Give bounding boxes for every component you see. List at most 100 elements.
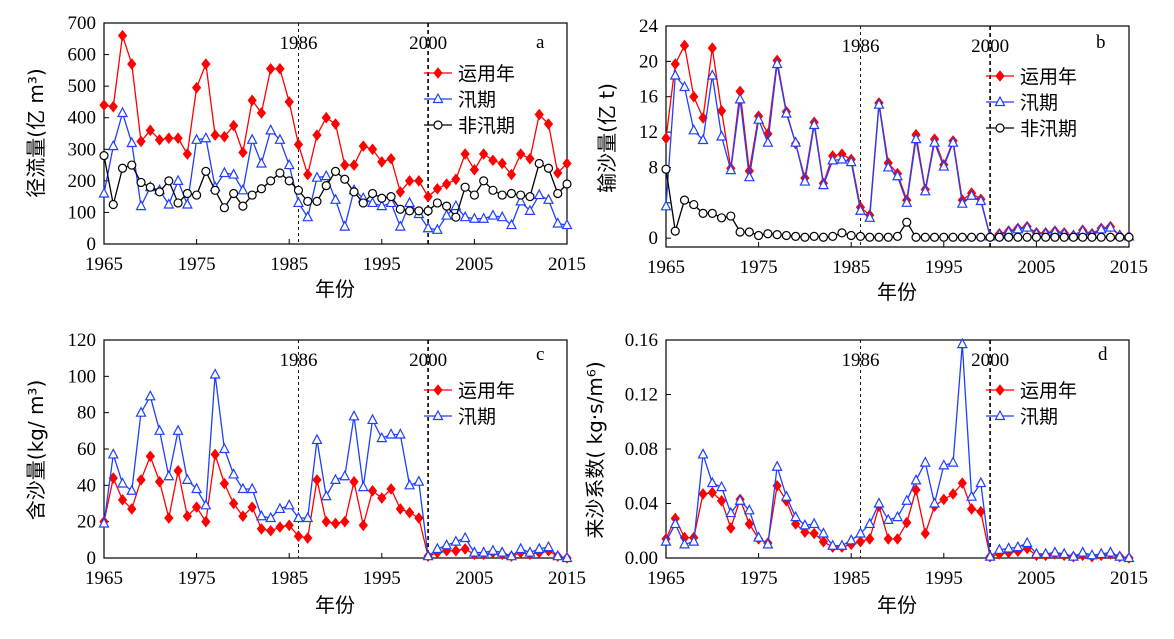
x-tick-label: 2015	[1110, 568, 1148, 589]
data-point-annual	[506, 168, 517, 181]
x-tick-label: 1995	[925, 568, 963, 589]
data-point-annual	[432, 182, 443, 195]
data-point-nonflood	[330, 166, 341, 176]
data-point-flood	[542, 540, 554, 552]
data-point-flood	[505, 549, 517, 561]
y-tick-label: 12	[639, 122, 658, 143]
data-point-flood	[910, 132, 922, 144]
data-point-flood	[966, 490, 978, 501]
data-point-flood	[938, 160, 950, 171]
data-point-nonflood	[883, 232, 893, 242]
data-point-flood	[135, 199, 147, 211]
data-point-nonflood	[781, 230, 791, 241]
data-point-nonflood	[497, 190, 507, 200]
data-point-annual	[349, 475, 359, 488]
data-point-annual	[191, 501, 202, 513]
y-tick-label: 0.04	[625, 494, 659, 515]
x-tick-label: 1975	[178, 568, 216, 589]
y-tick-label: 600	[68, 45, 97, 66]
legend-label: 汛期	[1020, 92, 1058, 114]
data-point-flood	[1104, 546, 1116, 557]
data-point-annual	[726, 522, 736, 534]
data-point-annual	[182, 510, 192, 523]
series-flood	[98, 106, 573, 234]
data-point-flood	[413, 475, 425, 486]
data-point-flood	[487, 209, 499, 220]
legend-label: 汛期	[1020, 406, 1058, 428]
data-point-annual	[469, 164, 480, 176]
data-point-flood	[107, 448, 119, 459]
reference-label-2000: 2000	[971, 36, 1009, 57]
data-point-nonflood	[689, 199, 699, 210]
data-point-flood	[144, 390, 156, 401]
data-point-flood	[172, 424, 184, 435]
data-point-flood	[228, 168, 240, 179]
data-point-flood	[725, 506, 737, 518]
data-point-annual	[284, 96, 294, 108]
panel-b: 输沙量(亿 t) 年份 b 0 8 12 16 20 24 1965 1975 1985 1995…	[595, 16, 1148, 304]
legend-item-flood: 汛期	[986, 406, 1058, 428]
data-point-annual	[117, 494, 128, 506]
data-point-flood	[246, 482, 258, 494]
y-tick-label: 24	[639, 16, 659, 37]
y-tick-label: 0	[87, 234, 97, 255]
data-point-annual	[321, 111, 331, 124]
data-point-nonflood	[404, 206, 415, 216]
data-point-annual	[349, 159, 359, 171]
data-point-nonflood	[948, 232, 958, 242]
data-point-nonflood	[735, 227, 745, 237]
data-point-flood	[1049, 546, 1061, 557]
data-point-flood	[975, 194, 987, 206]
data-point-nonflood	[1041, 232, 1051, 242]
data-point-flood	[339, 469, 351, 481]
data-point-flood	[660, 535, 672, 546]
y-tick-label: 16	[639, 87, 658, 108]
data-point-flood	[292, 511, 304, 523]
x-axis-label: 年份	[877, 280, 917, 304]
data-point-flood	[515, 542, 527, 554]
data-point-annual	[414, 175, 424, 187]
data-point-annual	[414, 512, 424, 524]
data-point-nonflood	[516, 190, 526, 200]
x-tick-label: 1985	[832, 568, 870, 589]
y-tick-label: 200	[68, 171, 97, 192]
data-point-flood	[947, 136, 959, 147]
data-point-annual	[164, 132, 174, 145]
y-tick-label: 300	[68, 139, 97, 160]
reference-label-1986: 1986	[279, 33, 317, 54]
data-point-flood	[367, 196, 379, 208]
data-point-annual	[275, 62, 285, 75]
data-point-nonflood	[1004, 232, 1014, 242]
legend-marker	[433, 120, 443, 130]
data-point-annual	[661, 132, 671, 145]
data-point-nonflood	[957, 232, 967, 242]
data-point-flood	[873, 98, 885, 109]
data-point-annual	[321, 515, 331, 528]
data-point-nonflood	[1068, 232, 1079, 242]
reference-label-1986: 1986	[279, 350, 317, 371]
data-point-annual	[99, 99, 109, 111]
data-point-nonflood	[1124, 232, 1134, 242]
data-point-flood	[1021, 221, 1033, 232]
data-point-nonflood	[173, 198, 183, 208]
data-point-nonflood	[1105, 232, 1116, 242]
panel-d: 来沙系数( kg·s/m⁶) 年份 d 0.00 0.04 0.08 0.12 0.16…	[583, 330, 1148, 617]
data-point-flood	[515, 195, 527, 206]
data-point-annual	[201, 515, 211, 528]
x-tick-label: 1985	[270, 254, 308, 275]
data-point-nonflood	[707, 208, 717, 219]
data-point-annual	[395, 503, 405, 515]
data-point-flood	[808, 517, 820, 529]
data-point-annual	[451, 544, 461, 557]
data-point-nonflood	[679, 195, 690, 205]
series-nonflood	[99, 151, 572, 222]
data-point-flood	[302, 511, 314, 523]
data-point-annual	[247, 94, 257, 107]
data-point-annual	[145, 450, 155, 463]
data-point-flood	[450, 535, 462, 546]
y-tick-label: 100	[68, 202, 97, 223]
data-point-annual	[275, 521, 285, 533]
reference-label-2000: 2000	[409, 350, 447, 371]
data-point-annual	[145, 124, 155, 137]
